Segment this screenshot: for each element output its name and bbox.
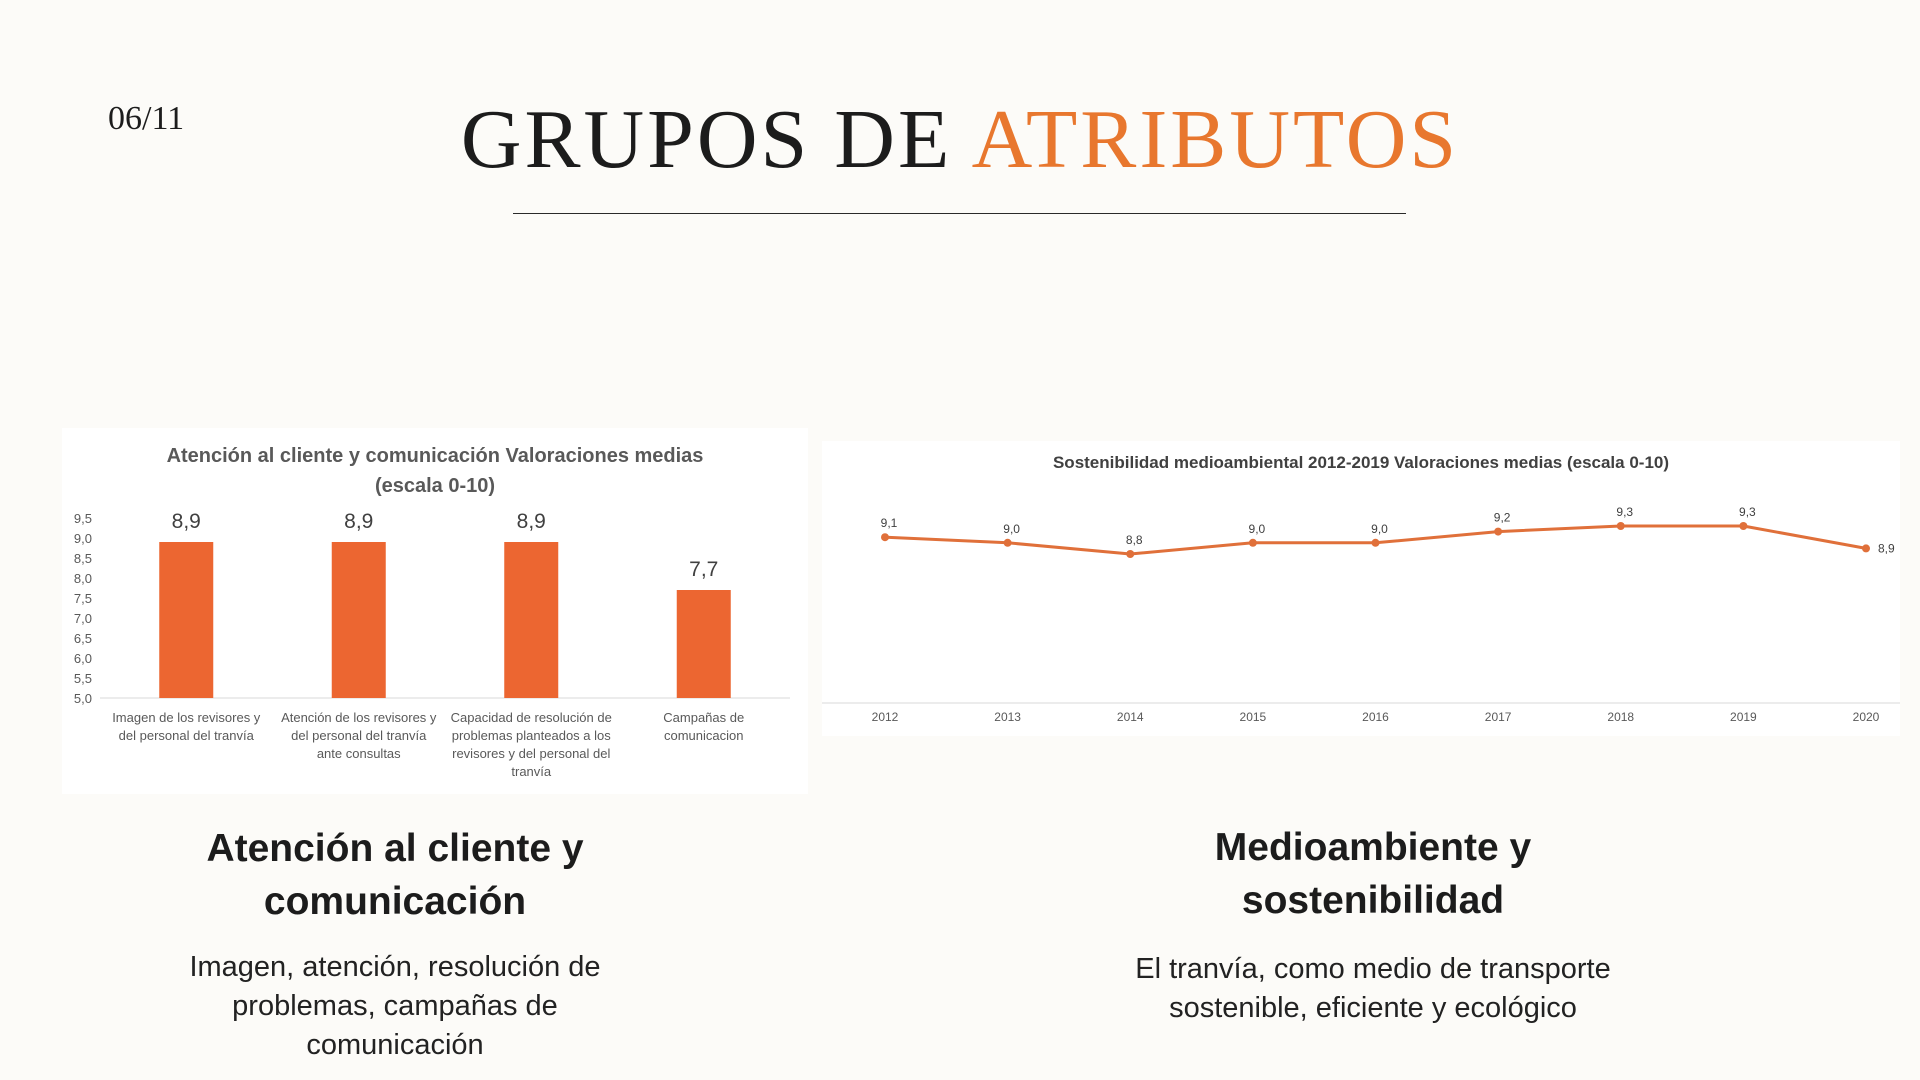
- title-main: GRUPOS DE: [460, 93, 972, 186]
- bar-category-label: ante consultas: [317, 746, 401, 761]
- line-point: [1494, 527, 1503, 536]
- bar-y-tick-label: 9,5: [74, 511, 92, 526]
- bar: [676, 590, 731, 698]
- bar-y-tick-label: 6,0: [74, 651, 92, 666]
- bar-category-label: Campañas de: [663, 710, 744, 725]
- bar-value-label: 7,7: [689, 558, 718, 581]
- bar-chart: Atención al cliente y comunicación Valor…: [74, 445, 790, 779]
- line-x-tick-label: 2017: [1485, 710, 1512, 724]
- page-title: GRUPOS DE ATRIBUTOS: [0, 98, 1920, 182]
- line-x-tick-label: 2019: [1730, 710, 1757, 724]
- line-chart: Sostenibilidad medioambiental 2012-2019 …: [822, 453, 1900, 724]
- bar-chart-title-line: Atención al cliente y comunicación Valor…: [167, 445, 704, 467]
- bar-category-label: tranvía: [511, 764, 552, 779]
- bar: [331, 542, 386, 698]
- page-number: 06/11: [108, 100, 185, 137]
- bar-category-label: del personal del tranvía: [119, 728, 255, 743]
- line-value-label: 9,3: [1616, 505, 1633, 519]
- line-point: [1248, 538, 1257, 547]
- line-point: [881, 533, 889, 542]
- bar-chart-title-line: (escala 0-10): [375, 475, 495, 497]
- bar-category-label: comunicacion: [664, 728, 744, 743]
- line-x-tick-label: 2020: [1853, 710, 1880, 724]
- section-description-environment: El tranvía, como medio de transporte sos…: [1135, 953, 1611, 1024]
- line-x-tick-label: 2015: [1240, 710, 1267, 724]
- bar-category-label: Atención de los revisores y: [281, 710, 437, 725]
- section-heading-environment: Medioambiente y sostenibilidad: [1214, 826, 1532, 922]
- line-x-tick-label: 2013: [994, 710, 1021, 724]
- line-point: [1739, 522, 1748, 530]
- bar-y-tick-label: 9,0: [74, 531, 92, 546]
- line-x-tick-label: 2014: [1117, 710, 1144, 724]
- title-divider: [513, 213, 1406, 214]
- title-accent: ATRIBUTOS: [971, 93, 1460, 186]
- line-x-tick-label: 2016: [1362, 710, 1389, 724]
- bar-category-label: Capacidad de resolución de: [451, 710, 612, 725]
- line-value-label: 9,0: [1003, 522, 1020, 536]
- bar-y-tick-label: 8,5: [74, 551, 92, 566]
- bar-y-tick-label: 5,0: [74, 691, 92, 706]
- section-description-customer-service: Imagen, atención, resolución de problema…: [189, 951, 601, 1061]
- line-value-label: 9,0: [1249, 522, 1266, 536]
- line-x-tick-label: 2018: [1607, 710, 1634, 724]
- line-point: [1371, 538, 1380, 547]
- line-value-label: 9,1: [881, 516, 898, 530]
- bar-value-label: 8,9: [517, 510, 546, 533]
- line-chart-card: Sostenibilidad medioambiental 2012-2019 …: [822, 441, 1900, 736]
- bar-y-tick-label: 5,5: [74, 671, 92, 686]
- bar-value-label: 8,9: [344, 510, 373, 533]
- bar-y-tick-label: 7,5: [74, 591, 92, 606]
- line-value-label: 9,0: [1371, 522, 1388, 536]
- bar-category-label: Imagen de los revisores y: [112, 710, 261, 725]
- line-point: [1862, 544, 1870, 553]
- line-value-label: 9,3: [1739, 505, 1756, 519]
- section-heading-customer-service: Atención al cliente y comunicación: [206, 827, 584, 923]
- line-point: [1126, 550, 1135, 558]
- line-point: [1003, 538, 1012, 547]
- bar-chart-card: Atención al cliente y comunicación Valor…: [62, 428, 808, 794]
- line-chart-title: Sostenibilidad medioambiental 2012-2019 …: [1053, 453, 1669, 472]
- bar-category-label: del personal del tranvía: [291, 728, 427, 743]
- bar-y-tick-label: 8,0: [74, 571, 92, 586]
- bar-category-label: problemas planteados a los: [452, 728, 611, 743]
- line-x-tick-label: 2012: [872, 710, 899, 724]
- bar-value-label: 8,9: [172, 510, 201, 533]
- bar-y-tick-label: 7,0: [74, 611, 92, 626]
- bar-y-tick-label: 6,5: [74, 631, 92, 646]
- line-value-label: 9,2: [1494, 511, 1511, 525]
- bar: [504, 542, 559, 698]
- line-value-label: 8,8: [1126, 533, 1143, 547]
- line-point: [1616, 522, 1625, 530]
- bar-category-label: revisores y del personal del: [452, 746, 610, 761]
- line-value-label: 8,9: [1878, 541, 1895, 555]
- bar: [159, 542, 214, 698]
